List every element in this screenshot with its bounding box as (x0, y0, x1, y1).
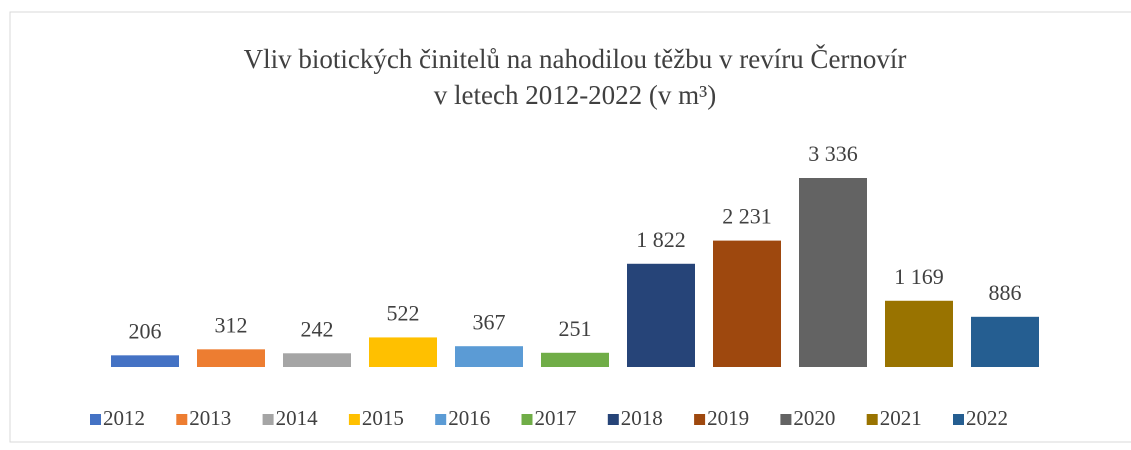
legend-swatch (694, 414, 706, 425)
bar (369, 337, 437, 367)
data-label: 3 336 (808, 141, 858, 166)
legend-swatch (866, 414, 878, 425)
data-label: 2 231 (722, 204, 772, 229)
data-label: 242 (301, 316, 334, 341)
legend-label: 2015 (362, 406, 404, 430)
legend-label: 2018 (621, 406, 663, 430)
legend-swatch (435, 414, 447, 425)
legend-label: 2019 (707, 406, 749, 430)
legend-swatch (607, 414, 619, 425)
legend-label: 2017 (535, 406, 577, 430)
bar (885, 300, 953, 367)
chart-title: Vliv biotických činitelů na nahodilou tě… (244, 44, 907, 74)
data-label: 312 (215, 312, 248, 337)
legend-swatch (176, 414, 188, 425)
legend-swatch (348, 414, 360, 425)
data-label: 1 822 (636, 227, 686, 252)
chart-frame (9, 11, 1131, 443)
bar (971, 316, 1039, 367)
bar (713, 240, 781, 367)
data-label: 251 (559, 316, 592, 341)
legend-label: 2013 (189, 406, 231, 430)
bar (197, 349, 265, 367)
legend-label: 2014 (276, 406, 319, 430)
legend-swatch (262, 414, 274, 425)
legend-swatch (521, 414, 533, 425)
data-label: 886 (989, 280, 1022, 305)
legend-label: 2022 (966, 406, 1008, 430)
data-label: 206 (129, 318, 162, 343)
bar (283, 353, 351, 367)
legend-swatch (90, 414, 101, 425)
bar (541, 352, 609, 367)
bar (627, 263, 695, 367)
legend-label: 2012 (103, 406, 145, 430)
data-label: 367 (473, 309, 506, 334)
bar (799, 178, 867, 367)
bar (111, 355, 179, 367)
legend-swatch (780, 414, 792, 425)
legend-label: 2016 (448, 406, 490, 430)
bar (455, 346, 523, 367)
data-label: 522 (387, 300, 420, 325)
legend-swatch (953, 414, 964, 425)
data-label: 1 169 (894, 264, 944, 289)
legend-label: 2020 (793, 406, 835, 430)
legend-label: 2021 (880, 406, 922, 430)
chart-title: v letech 2012-2022 (v m³) (434, 80, 717, 110)
